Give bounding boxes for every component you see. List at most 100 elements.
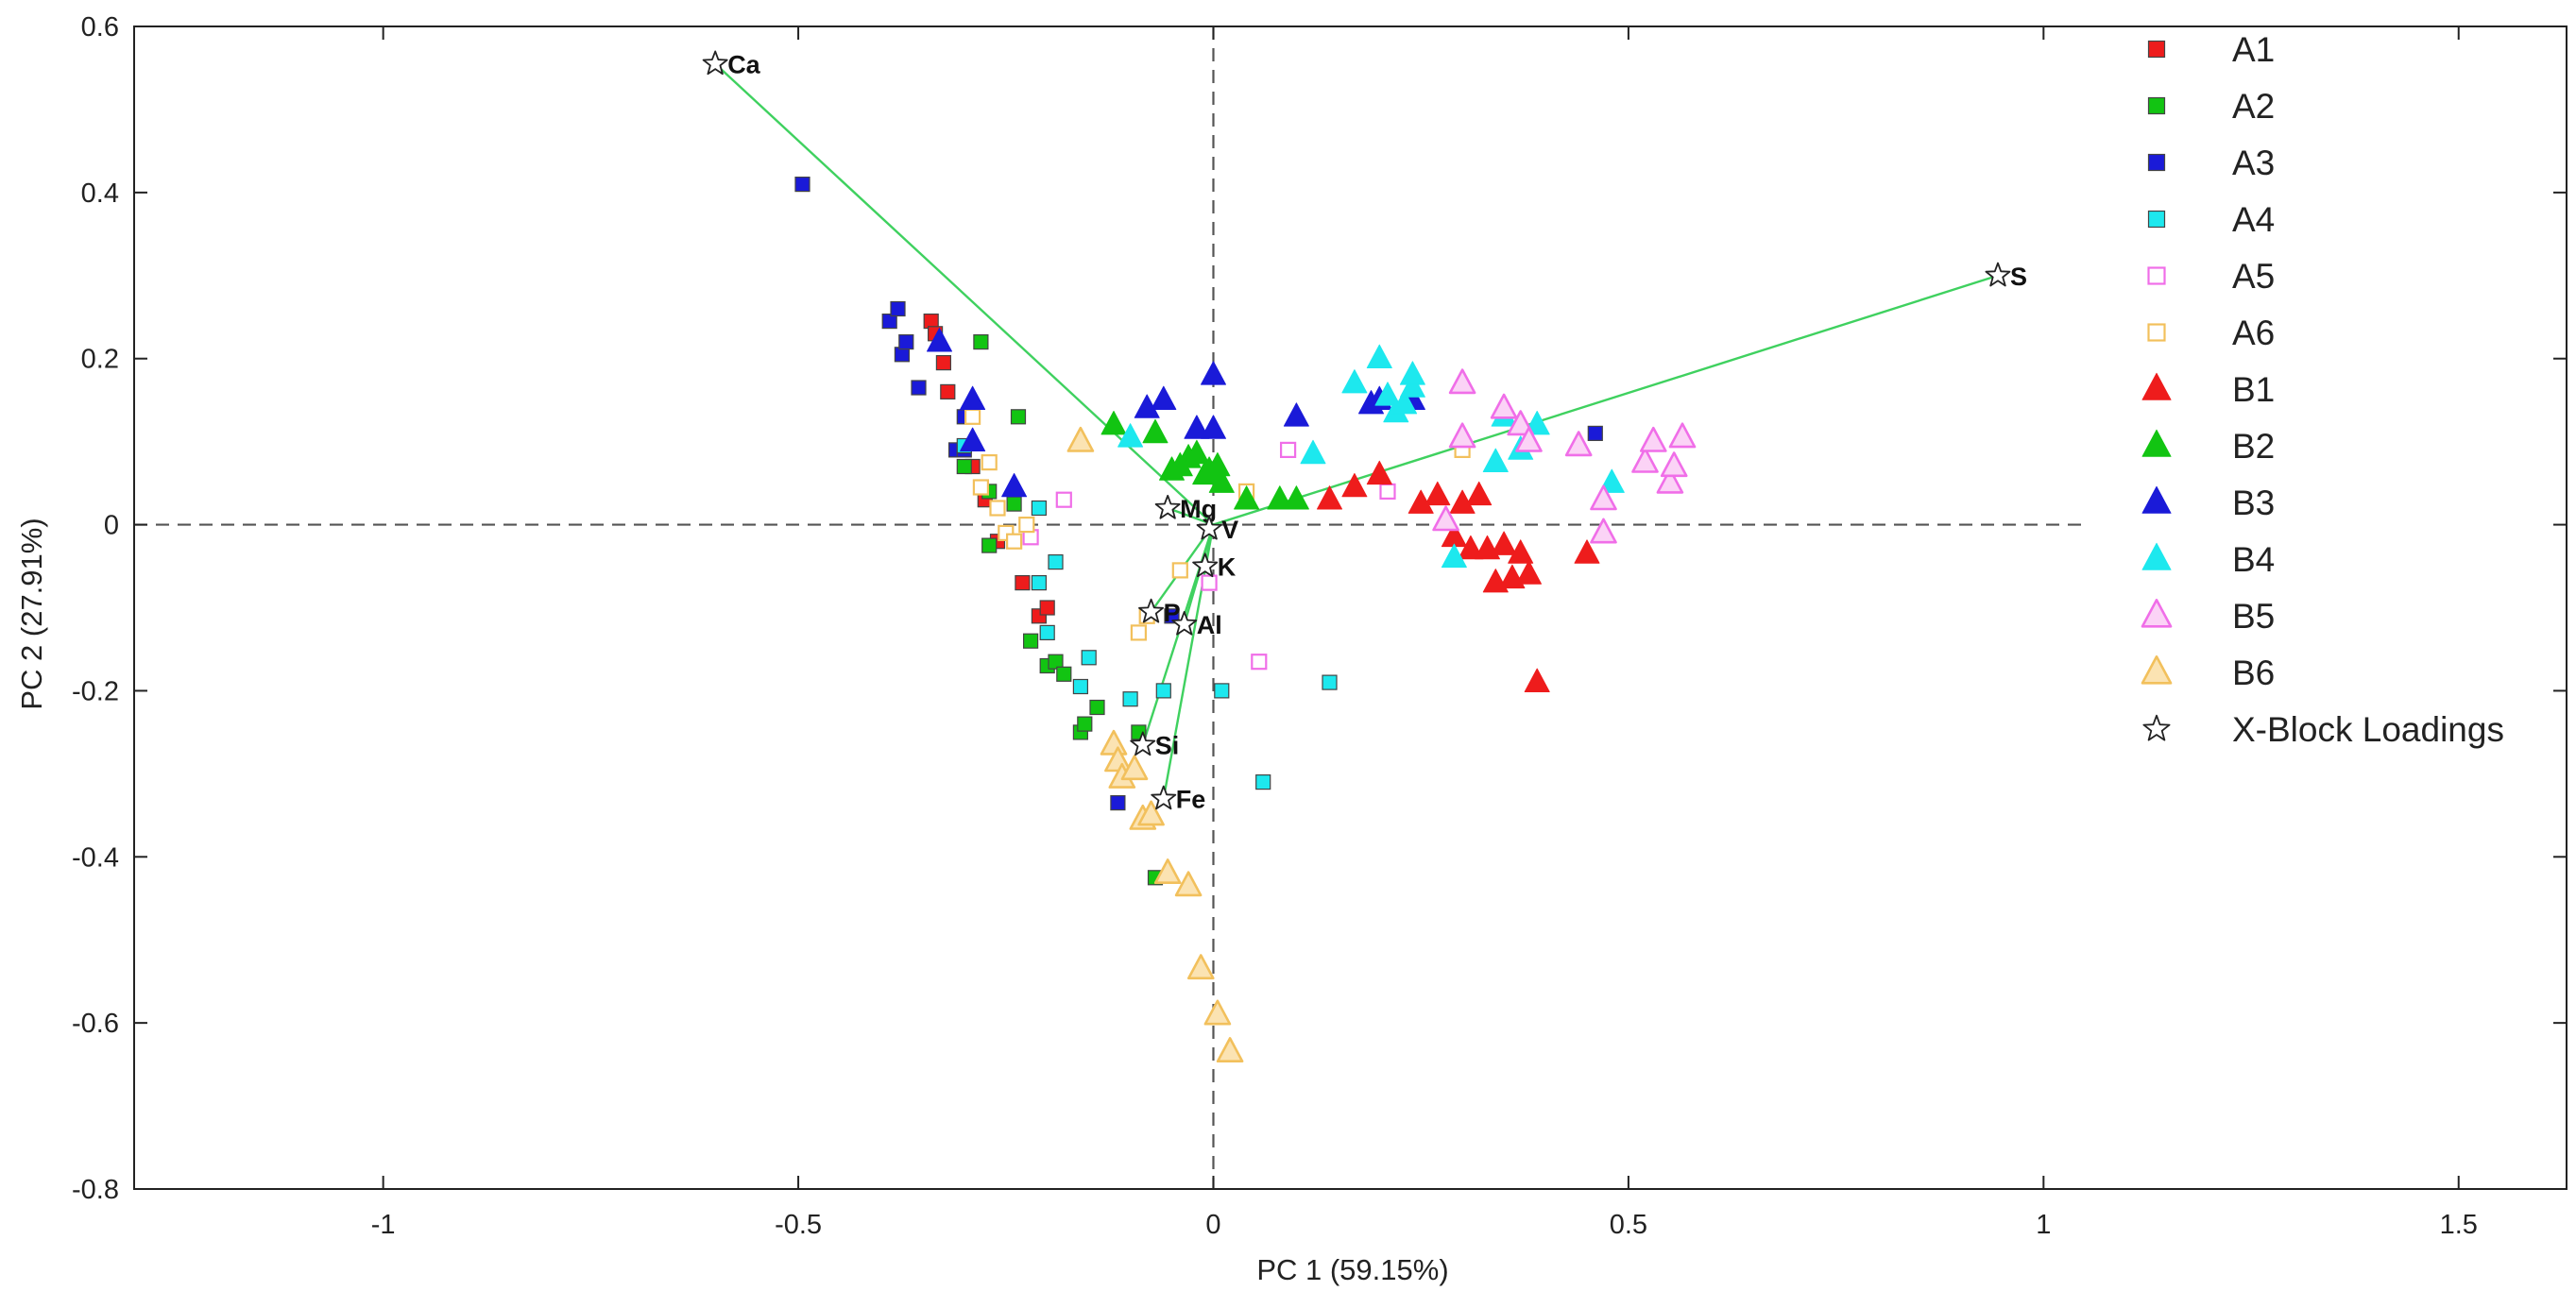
point-b1 <box>1341 473 1368 498</box>
point-b1 <box>1574 539 1600 564</box>
y-tick-label: -0.6 <box>72 1009 119 1039</box>
x-tick-label: 1 <box>2036 1210 2051 1240</box>
point-b4 <box>1482 448 1509 472</box>
x-tick-label: 1.5 <box>2440 1210 2478 1240</box>
y-tick-label: -0.8 <box>72 1175 119 1205</box>
point-b6 <box>1187 954 1215 980</box>
point-a4 <box>1048 553 1064 570</box>
legend-label-a3: A3 <box>2232 144 2275 182</box>
legend-marker-a5 <box>2147 266 2166 285</box>
loading-star-v <box>1196 515 1222 540</box>
point-a2 <box>1022 633 1039 649</box>
point-b4 <box>1391 390 1418 415</box>
point-b1 <box>1466 481 1493 506</box>
point-a2 <box>1006 496 1022 512</box>
point-a3 <box>890 300 906 317</box>
point-a6 <box>1130 624 1148 641</box>
legend-marker-a4 <box>2147 210 2166 229</box>
point-b5 <box>1448 422 1476 449</box>
point-b6 <box>1203 999 1232 1026</box>
point-b5 <box>1631 447 1659 473</box>
point-a2 <box>1077 716 1093 732</box>
point-a3 <box>911 380 927 396</box>
point-b5 <box>1656 467 1684 494</box>
loading-star-p <box>1138 598 1164 623</box>
point-a3 <box>794 177 810 193</box>
point-a4 <box>1214 683 1230 699</box>
series-a2 <box>956 334 1164 886</box>
point-a4 <box>1322 674 1338 690</box>
point-a1 <box>940 383 956 399</box>
legend-label-b2: B2 <box>2232 427 2275 466</box>
point-a2 <box>1056 666 1072 682</box>
point-b2 <box>1234 485 1260 510</box>
point-b3 <box>927 328 952 352</box>
loading-label-v: V <box>1221 516 1238 544</box>
point-a2 <box>973 334 989 350</box>
point-b2 <box>1283 485 1309 510</box>
point-a6 <box>972 479 990 496</box>
legend-marker-b4 <box>2141 542 2172 570</box>
point-a4 <box>1255 773 1271 790</box>
point-b6 <box>1153 858 1182 885</box>
y-tick-label: -0.2 <box>72 676 119 706</box>
loading-label-si: Si <box>1155 732 1180 760</box>
point-b1 <box>1366 460 1392 485</box>
point-b1 <box>1424 481 1451 506</box>
point-b5 <box>1590 518 1617 544</box>
point-a2 <box>981 537 998 553</box>
legend-marker-b6 <box>2141 654 2173 685</box>
point-b3 <box>1184 415 1210 439</box>
point-a6 <box>989 500 1006 517</box>
point-b1 <box>1491 531 1517 555</box>
legend-label-b3: B3 <box>2232 484 2275 522</box>
legend-label-b4: B4 <box>2232 540 2275 579</box>
loading-vector-ca <box>714 62 1215 526</box>
point-b5 <box>1564 431 1593 457</box>
point-b6 <box>1120 755 1149 781</box>
loading-label-al: Al <box>1197 611 1222 639</box>
legend-marker-b2 <box>2141 429 2172 457</box>
point-b5 <box>1515 426 1543 452</box>
point-a3 <box>881 314 897 330</box>
point-a2 <box>1089 699 1105 716</box>
loading-vectors <box>714 62 1999 799</box>
y-tick-label: 0 <box>104 511 119 541</box>
loading-label-fe: Fe <box>1176 786 1206 814</box>
point-b2 <box>1184 439 1210 465</box>
point-b6 <box>1174 871 1203 897</box>
point-b1 <box>1524 668 1550 692</box>
legend-label-a1: A1 <box>2232 30 2275 69</box>
point-b5 <box>1668 422 1697 449</box>
point-a3 <box>1110 794 1126 811</box>
legend-marker-b3 <box>2141 485 2172 514</box>
legend-marker-a3 <box>2147 153 2166 172</box>
point-b6 <box>1216 1037 1244 1062</box>
point-b4 <box>1399 373 1425 398</box>
point-a6 <box>1005 533 1023 550</box>
point-b2 <box>1267 485 1293 510</box>
point-b4 <box>1598 468 1625 493</box>
point-b3 <box>960 427 986 451</box>
point-a3 <box>898 334 914 350</box>
point-a2 <box>1010 409 1027 425</box>
x-tick-label: 0 <box>1205 1210 1220 1240</box>
loading-star-k <box>1192 552 1219 578</box>
point-a4 <box>1081 650 1097 666</box>
point-b6 <box>1066 426 1095 452</box>
point-b4 <box>1117 423 1144 448</box>
point-b1 <box>1458 535 1484 560</box>
point-b4 <box>1441 543 1467 569</box>
point-a3 <box>1587 425 1603 441</box>
y-tick-label: 0.2 <box>81 345 119 375</box>
point-b2 <box>1204 452 1231 477</box>
point-a5 <box>1379 483 1396 501</box>
point-b2 <box>1208 468 1235 493</box>
loading-label-k: K <box>1218 553 1237 582</box>
legend-marker-x-block-loadings <box>2142 714 2171 741</box>
point-b3 <box>960 385 986 410</box>
series-b1 <box>1317 460 1600 692</box>
series-a5 <box>1022 441 1396 671</box>
